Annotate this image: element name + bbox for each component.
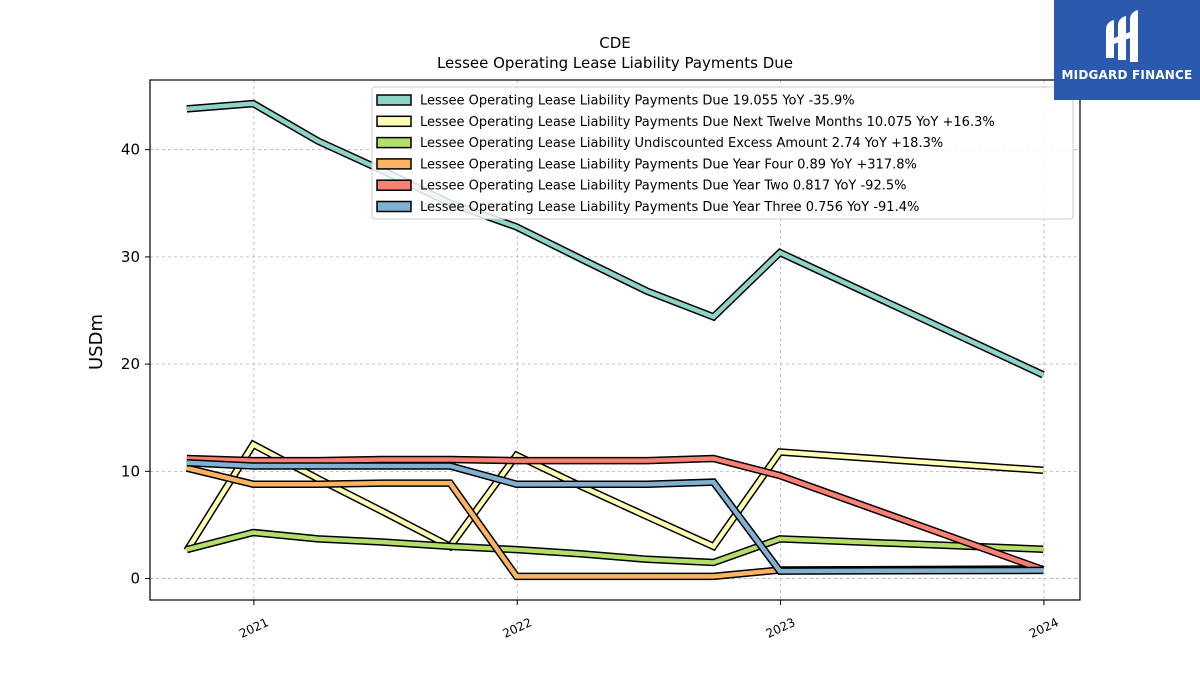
chart-title: CDE [599, 34, 631, 52]
y-tick-label: 0 [130, 570, 140, 588]
chart-subtitle: Lessee Operating Lease Liability Payment… [437, 54, 793, 72]
legend-label: Lessee Operating Lease Liability Payment… [420, 94, 855, 109]
legend-label: Lessee Operating Lease Liability Payment… [420, 157, 917, 172]
legend-swatch [376, 200, 412, 213]
legend-swatch [376, 179, 412, 191]
y-axis-label: USDm [86, 314, 107, 370]
series-line-1 [186, 99, 1045, 379]
series-line-3 [185, 528, 1044, 567]
x-tick-label: 2024 [1027, 615, 1061, 641]
x-tick-label: 2023 [764, 615, 798, 641]
legend-box [371, 86, 1074, 220]
brand-name: MIDGARD FINANCE [1061, 68, 1193, 82]
legend-swatch [376, 94, 412, 106]
plot-frame [149, 79, 1081, 601]
x-tick-label: 2022 [500, 615, 534, 641]
brand-logo: MIDGARD FINANCE [1054, 0, 1200, 100]
series-line-5 [186, 454, 1045, 574]
legend-label: Lessee Operating Lease Liability Payment… [420, 115, 995, 130]
y-tick-label: 20 [121, 355, 140, 373]
legend-item: Lessee Operating Lease Liability Payment… [376, 157, 917, 172]
series-line-4 [185, 464, 1044, 581]
legend-label: Lessee Operating Lease Liability Payment… [420, 200, 919, 215]
legend-swatch [376, 158, 412, 170]
x-tick-label: 2021 [237, 615, 271, 641]
legend-item: Lessee Operating Lease Liability Payment… [376, 115, 995, 130]
legend-swatch [376, 115, 412, 128]
legend-item: Lessee Operating Lease Liability Payment… [376, 200, 919, 215]
legend-swatch [376, 136, 412, 149]
series-line-6 [186, 459, 1044, 575]
y-tick-label: 30 [121, 248, 140, 266]
legend-item: Lessee Operating Lease Liability Payment… [376, 94, 855, 109]
y-tick-label: 10 [121, 462, 140, 480]
legend-item: Lessee Operating Lease Liability Undisco… [376, 136, 943, 151]
legend-item: Lessee Operating Lease Liability Payment… [376, 179, 906, 194]
series-lines [183, 99, 1045, 581]
y-tick-label: 40 [121, 141, 140, 159]
midgard-logo-icon [1106, 10, 1138, 62]
legend-label: Lessee Operating Lease Liability Payment… [420, 179, 906, 194]
legend-label: Lessee Operating Lease Liability Undisco… [420, 136, 943, 151]
legend: Lessee Operating Lease Liability Payment… [371, 86, 1074, 220]
